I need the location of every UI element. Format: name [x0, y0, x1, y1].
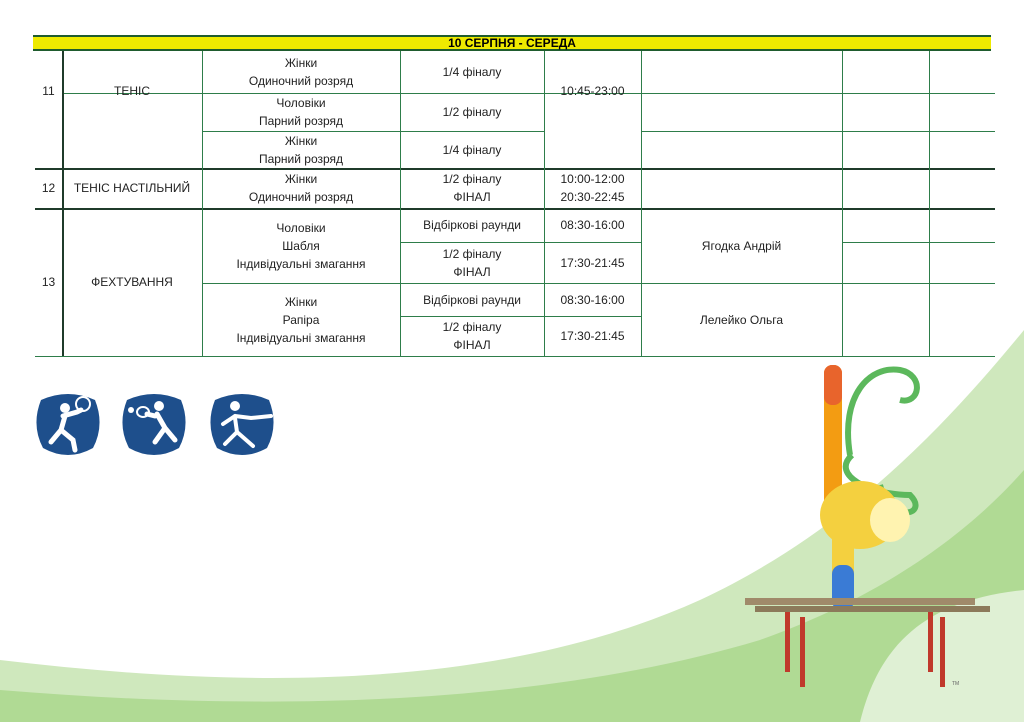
time: 10:45-23:00 [560, 84, 625, 98]
event-type: Індивідуальні змагання [236, 256, 366, 271]
event-cell-women: Жінки Рапіра Індивідуальні змагання [202, 283, 400, 356]
row-number: 13 [41, 275, 56, 289]
trademark-text: TM [952, 681, 959, 687]
category: Жінки [284, 172, 318, 186]
row-number: 11 [42, 84, 55, 98]
category: Чоловіки [276, 96, 326, 110]
athlete-name: Ягодка Андрій [701, 238, 782, 253]
stage-1: 1/2 фіналу [442, 320, 502, 334]
discipline: Парний розряд [258, 151, 344, 166]
stage: 1/2 фіналу ФІНАЛ [400, 168, 544, 208]
event-cell: Чоловіки Парний розряд [202, 93, 400, 131]
table-tennis-pictogram-icon [122, 394, 186, 455]
category: Чоловіки [276, 220, 326, 235]
time: 08:30-16:00 [560, 292, 625, 307]
time-2: 20:30-22:45 [560, 190, 625, 204]
stage: 1/2 фіналу ФІНАЛ [400, 242, 544, 283]
stage-1: 1/2 фіналу [442, 246, 502, 261]
stage: 1/4 фіналу [442, 142, 502, 157]
time: 17:30-21:45 [560, 329, 625, 343]
stage: Відбіркові раунди [423, 292, 521, 307]
time: 17:30-21:45 [560, 255, 625, 270]
row-number: 12 [41, 181, 56, 195]
event-type: Індивідуальні змагання [236, 330, 366, 345]
category: Жінки [284, 133, 318, 148]
stage-2: ФІНАЛ [453, 338, 491, 352]
discipline: Парний розряд [258, 114, 344, 128]
stage-2: ФІНАЛ [453, 190, 491, 204]
category: Жінки [284, 294, 318, 309]
stage: 1/4 фіналу [442, 65, 502, 79]
sport-name: ФЕХТУВАННЯ [91, 275, 173, 289]
stage-2: ФІНАЛ [453, 264, 491, 279]
fencing-pictogram-icon [210, 394, 274, 455]
discipline: Одиночний розряд [248, 190, 354, 204]
sport-name: ТЕНІС НАСТІЛЬНИЙ [73, 181, 191, 195]
event-cell: Жінки Одиночний розряд [202, 168, 400, 208]
weapon: Рапіра [282, 312, 320, 327]
stage: 1/2 фіналу ФІНАЛ [400, 316, 544, 356]
time-1: 10:00-12:00 [560, 172, 625, 186]
stage-1: 1/2 фіналу [442, 172, 502, 186]
time: 10:00-12:00 20:30-22:45 [544, 168, 641, 208]
event-cell: Жінки Одиночний розряд [202, 51, 400, 93]
tennis-pictogram-icon [36, 394, 100, 455]
time: 08:30-16:00 [560, 218, 625, 232]
date-header-text: 10 СЕРПНЯ - СЕРЕДА [448, 36, 576, 50]
weapon: Шабля [282, 238, 320, 253]
discipline: Одиночний розряд [248, 74, 354, 88]
stage: 1/2 фіналу [442, 105, 502, 119]
stage: Відбіркові раунди [423, 218, 521, 232]
mascot-illustration: TM [745, 365, 990, 687]
category: Жінки [284, 56, 318, 70]
event-cell: Жінки Парний розряд [202, 131, 400, 168]
athlete-name: Лелейко Ольга [699, 312, 784, 327]
event-cell-men: Чоловіки Шабля Індивідуальні змагання [202, 208, 400, 283]
sport-name: ТЕНІС [114, 84, 150, 98]
date-header: 10 СЕРПНЯ - СЕРЕДА [33, 35, 991, 51]
